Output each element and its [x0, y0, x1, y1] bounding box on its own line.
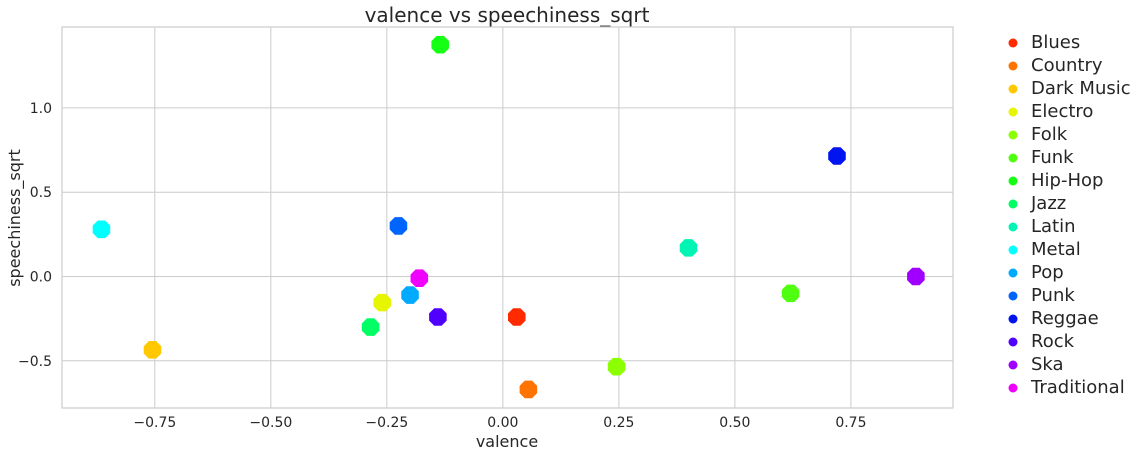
data-point-punk	[389, 217, 408, 235]
data-point-rock	[429, 308, 447, 326]
data-point-hip-hop	[431, 35, 449, 54]
x-tick-label: 0.00	[487, 415, 518, 431]
x-tick-labels: −0.75 −0.50 −0.25 0.00 0.25 0.50 0.75	[133, 415, 866, 431]
legend-label: Funk	[1031, 147, 1074, 168]
legend-marker	[1008, 84, 1018, 94]
grid-lines	[62, 27, 953, 408]
legend-marker	[1008, 383, 1018, 393]
x-axis-label: valence	[476, 432, 538, 451]
data-point-latin	[679, 239, 698, 257]
data-point-dark-music	[143, 341, 162, 359]
data-point-country	[519, 380, 538, 399]
legend-label: Ska	[1031, 354, 1064, 375]
legend-marker	[1008, 107, 1018, 117]
legend-label: Jazz	[1030, 193, 1066, 214]
legend-label: Country	[1031, 55, 1103, 76]
legend-label: Dark Music	[1031, 78, 1131, 99]
y-tick-labels: −0.5 0.0 0.5 1.0	[18, 101, 52, 370]
data-point-metal	[92, 220, 111, 239]
y-tick-label: 0.5	[30, 185, 52, 201]
y-tick-label: −0.5	[18, 354, 52, 370]
legend-marker	[1008, 153, 1018, 163]
data-point-funk	[781, 284, 800, 303]
x-tick-label: −0.75	[133, 415, 176, 431]
data-point-traditional	[410, 269, 429, 287]
data-point-jazz	[361, 318, 380, 336]
x-tick-label: −0.25	[365, 415, 408, 431]
data-point-blues	[508, 308, 526, 326]
x-tick-label: 0.75	[835, 415, 866, 431]
legend-label: Reggae	[1031, 308, 1099, 329]
legend-label: Blues	[1031, 32, 1080, 53]
x-tick-label: −0.50	[249, 415, 292, 431]
legend-label: Rock	[1031, 331, 1075, 352]
data-point-pop	[401, 286, 419, 304]
legend-label: Pop	[1031, 262, 1064, 283]
data-point-electro	[373, 293, 391, 312]
legend-marker	[1008, 38, 1018, 48]
plot-area-border	[61, 26, 954, 409]
legend-marker	[1008, 245, 1018, 255]
chart-title: valence vs speechiness_sqrt	[365, 3, 650, 27]
legend-marker	[1008, 268, 1018, 278]
x-tick-label: 0.25	[603, 415, 634, 431]
legend-marker	[1008, 314, 1018, 324]
y-tick-label: 0.0	[30, 270, 52, 286]
legend-marker	[1008, 130, 1018, 140]
legend-marker	[1008, 199, 1018, 209]
data-point-reggae	[828, 147, 846, 165]
legend-label: Metal	[1031, 239, 1081, 260]
data-point-folk	[607, 357, 626, 376]
y-tick-label: 1.0	[30, 101, 52, 117]
legend-label: Hip-Hop	[1031, 170, 1103, 191]
legend-marker	[1008, 291, 1018, 301]
data-points	[92, 35, 925, 399]
legend-label: Traditional	[1030, 377, 1125, 398]
legend-marker	[1008, 360, 1018, 370]
legend-marker	[1008, 337, 1018, 347]
legend-marker	[1008, 61, 1018, 71]
x-tick-label: 0.50	[719, 415, 750, 431]
legend-label: Electro	[1031, 101, 1093, 122]
legend-label: Punk	[1031, 285, 1075, 306]
legend-label: Latin	[1031, 216, 1076, 237]
legend-label: Folk	[1031, 124, 1068, 145]
y-axis-label: speechiness_sqrt	[5, 149, 25, 287]
data-point-ska	[907, 267, 925, 286]
legend-marker	[1008, 222, 1018, 232]
legend-marker	[1008, 176, 1018, 186]
